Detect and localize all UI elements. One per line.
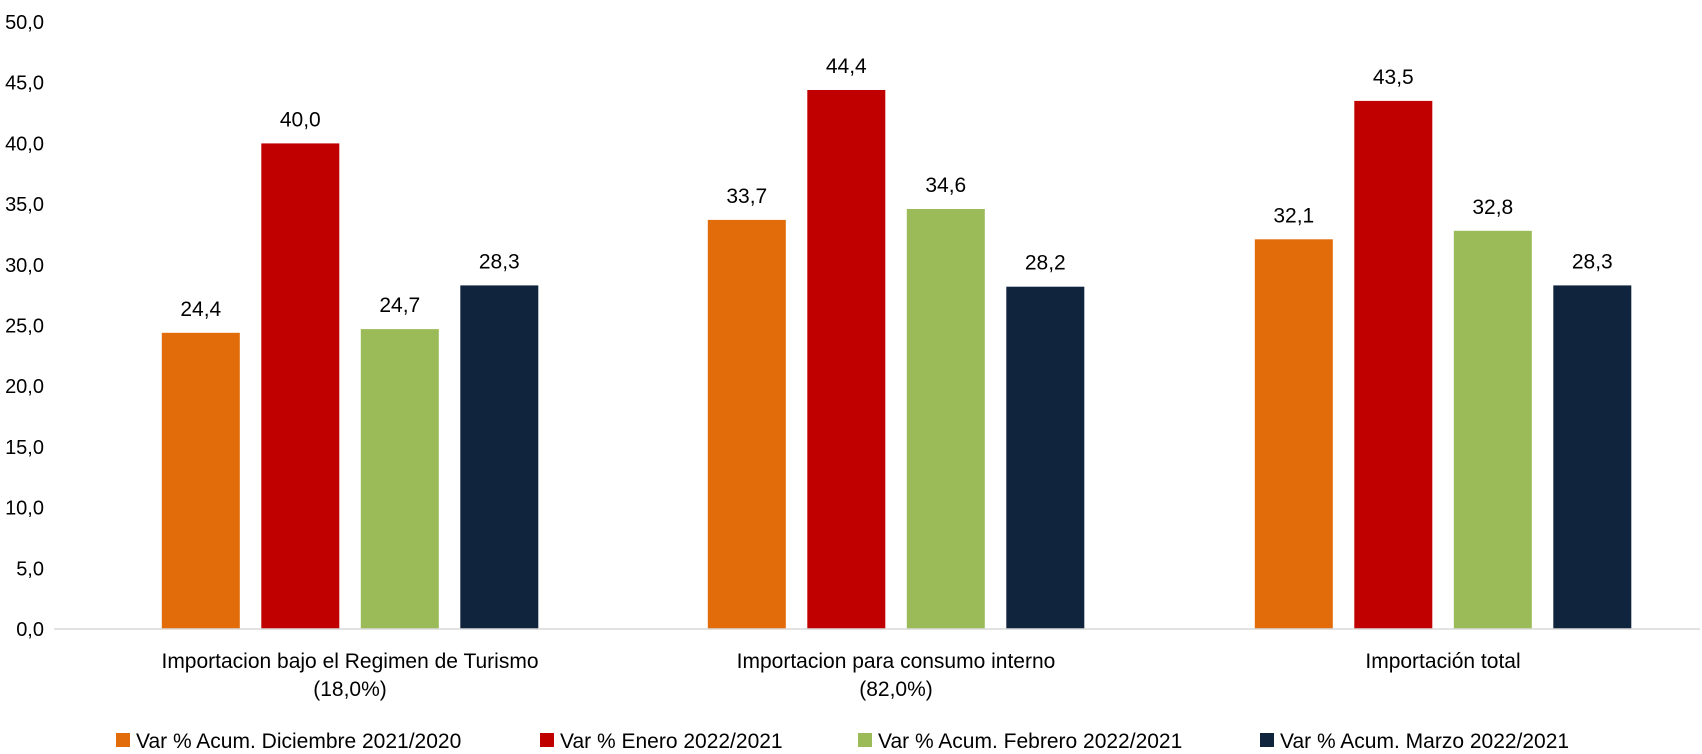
y-tick-label: 5,0 [16, 558, 44, 580]
bar [460, 285, 539, 629]
data-label: 44,4 [826, 55, 867, 78]
bar [161, 332, 240, 629]
data-label: 24,4 [180, 298, 221, 321]
legend-swatch [858, 733, 872, 747]
bar [1453, 230, 1532, 630]
data-label: 28,2 [1025, 252, 1066, 275]
y-tick-label: 20,0 [5, 376, 44, 398]
bar [707, 219, 786, 629]
legend-label: Var % Acum. Marzo 2022/2021 [1280, 730, 1569, 753]
bar [1553, 285, 1632, 629]
data-label: 43,5 [1373, 66, 1414, 89]
y-tick-label: 0,0 [16, 619, 44, 641]
bar [360, 329, 439, 629]
y-tick-label: 35,0 [5, 194, 44, 216]
category-label: (82,0%) [859, 678, 933, 701]
legend-label: Var % Enero 2022/2021 [560, 730, 783, 753]
category-labels: Importacion bajo el Regimen de Turismo (1… [161, 650, 1520, 701]
bar [1254, 239, 1333, 630]
y-tick-label: 10,0 [5, 498, 44, 520]
data-labels: 24,4 33,7 32,1 40,0 44,4 43,5 24,7 34,6 32,8 28,3… [180, 55, 1612, 321]
data-label: 28,3 [1572, 250, 1613, 273]
legend-swatch [540, 733, 554, 747]
category-label: Importacion bajo el Regimen de Turismo [161, 650, 538, 673]
data-label: 40,0 [280, 108, 321, 131]
y-tick-label: 15,0 [5, 437, 44, 459]
data-label: 32,8 [1472, 196, 1513, 219]
bar [906, 209, 985, 629]
bar [807, 90, 886, 629]
data-label: 34,6 [925, 174, 966, 197]
category-label: Importación total [1365, 650, 1520, 673]
data-label: 24,7 [379, 294, 420, 317]
legend-label: Var % Acum. Febrero 2022/2021 [878, 730, 1182, 753]
y-tick-label: 50,0 [5, 12, 44, 34]
category-label: Importacion para consumo interno [737, 650, 1056, 673]
bar [1006, 286, 1085, 629]
legend: Var % Acum. Diciembre 2021/2020 Var % Ene… [116, 730, 1569, 753]
data-label: 32,1 [1273, 204, 1314, 227]
bar [261, 143, 340, 629]
legend-label: Var % Acum. Diciembre 2021/2020 [136, 730, 461, 753]
category-label: (18,0%) [313, 678, 387, 701]
bar [1354, 100, 1433, 629]
y-tick-label: 45,0 [5, 73, 44, 95]
data-label: 33,7 [726, 185, 767, 208]
y-tick-label: 40,0 [5, 133, 44, 155]
y-axis: 0,0 5,0 10,0 15,0 20,0 25,0 30,0 35,0 40,0 45,0 50… [5, 12, 44, 641]
legend-swatch [116, 733, 130, 747]
bar-group [161, 90, 1632, 630]
y-tick-label: 30,0 [5, 255, 44, 277]
y-tick-label: 25,0 [5, 316, 44, 338]
legend-swatch [1260, 733, 1274, 747]
data-label: 28,3 [479, 250, 520, 273]
